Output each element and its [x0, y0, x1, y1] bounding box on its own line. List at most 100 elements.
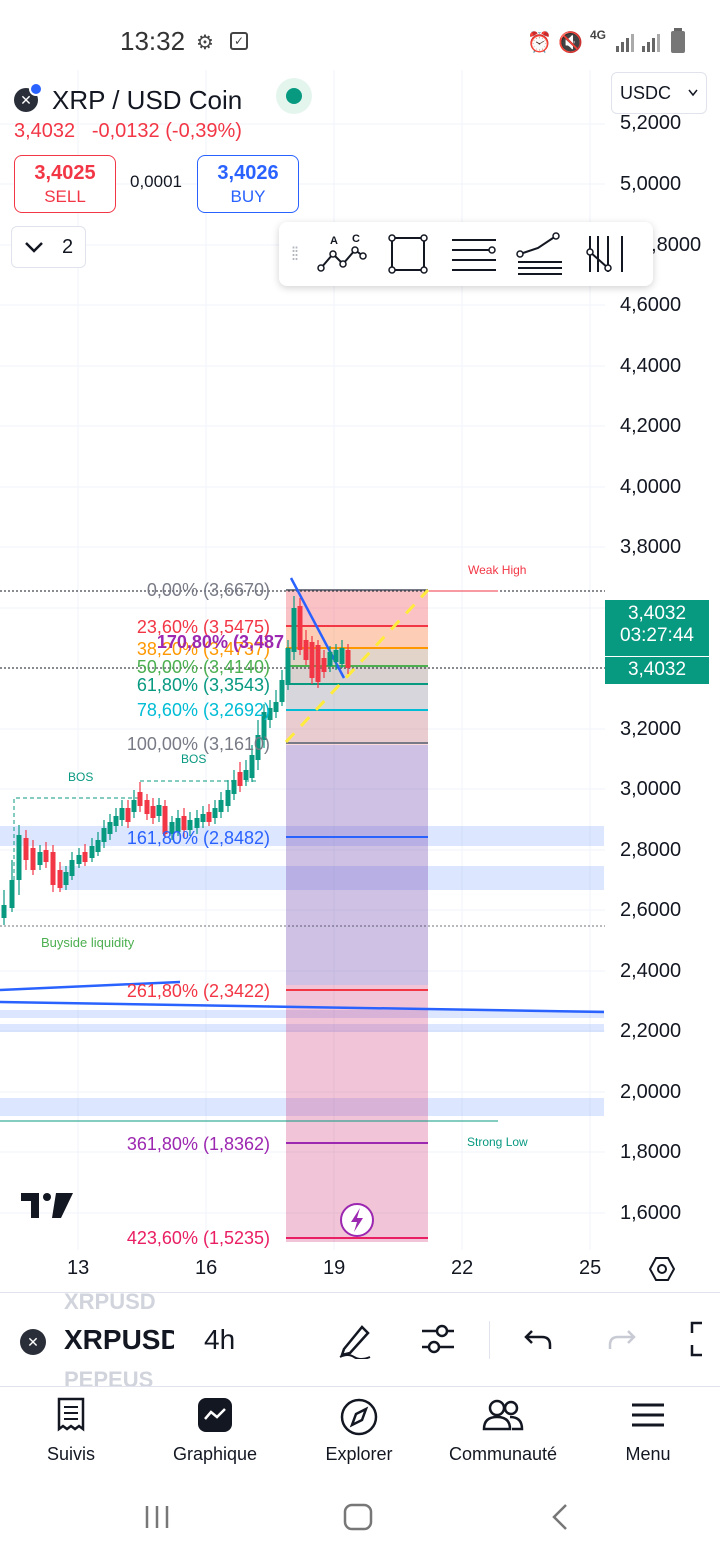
fib-label-3618: 361,80% (1,8362) [127, 1134, 270, 1154]
symbol-title[interactable]: XRP / USD Coin [52, 84, 243, 115]
fib-band-5 [286, 684, 428, 710]
price-chart[interactable]: 0,00% (3,6670) 23,60% (3,5475) 38,20% (3… [0, 70, 720, 1292]
fullscreen-icon[interactable] [688, 1321, 720, 1357]
price-axis-label: 2,2000 [620, 1020, 682, 1042]
short-position-risk-area[interactable] [286, 590, 428, 1242]
abcd-pattern-icon: A C [317, 233, 367, 272]
next-symbol[interactable]: PEPEUS [64, 1367, 154, 1387]
nav-item-communaute[interactable]: Communauté [438, 1397, 568, 1465]
alarm-icon: ⏰ [527, 32, 552, 54]
nav-item-menu[interactable]: Menu [583, 1397, 713, 1465]
chart-settings-hexagon-icon[interactable] [648, 1255, 676, 1283]
bottom-navigation[interactable]: Suivis Graphique Explorer Communauté Men… [0, 1386, 720, 1486]
candle-body [16, 835, 22, 880]
chart-icon [198, 1398, 232, 1432]
nav-item-suivis[interactable]: Suivis [6, 1397, 136, 1465]
price-axis-label: 3,0000 [620, 778, 682, 800]
candle-body [243, 770, 249, 780]
rectangle-tool[interactable] [375, 222, 441, 286]
drag-handle-icon[interactable]: ⁞⁞ [290, 243, 299, 264]
price-axis-label: 4,6000 [620, 294, 682, 316]
trend-line-2[interactable] [0, 1000, 605, 1014]
chart-area[interactable]: 0,00% (3,6670) 23,60% (3,5475) 38,20% (3… [0, 70, 720, 1292]
watchlist-icon [57, 1397, 85, 1432]
pencil-draw-icon[interactable] [336, 1319, 376, 1359]
community-icon [482, 1399, 524, 1431]
home-icon[interactable] [342, 1502, 374, 1532]
candle-body [249, 755, 255, 778]
fib-band-1 [286, 590, 428, 626]
drawing-toolbar[interactable]: ⁞⁞ A C [279, 222, 653, 286]
price-axis-label: 3,8000 [620, 536, 682, 558]
candlesticks[interactable] [1, 596, 351, 925]
fib-extension-tool[interactable] [507, 222, 573, 286]
candle-body [315, 645, 321, 682]
symbol-header[interactable]: ✕ XRP / USD Coin [14, 80, 242, 120]
compass-icon [340, 1398, 378, 1436]
chevron-down-icon [688, 89, 698, 97]
currency-select[interactable]: USDC [611, 72, 707, 114]
indicators-collapse-button[interactable]: 2 [11, 226, 86, 268]
symbol-search-button[interactable]: XRPUSD [64, 1324, 174, 1355]
candle-body [175, 818, 181, 832]
candle-body [76, 855, 82, 864]
undo-icon[interactable] [522, 1323, 554, 1355]
candle-body [1, 905, 7, 918]
candle-body [187, 820, 193, 830]
short-position-target-area-2[interactable] [286, 985, 428, 1242]
fib-label-1000: 100,00% (3,1610) [127, 734, 270, 754]
buyside-liquidity-label: Buyside liquidity [41, 935, 135, 950]
bos-line-1[interactable] [13, 797, 140, 908]
demand-zone-5[interactable] [0, 1098, 604, 1116]
sell-button[interactable]: 3,4025 SELL [14, 155, 116, 213]
fib-retracement-tool[interactable] [441, 222, 507, 286]
buy-button[interactable]: 3,4026 BUY [197, 155, 299, 213]
fib-label-1618: 161,80% (2,8482) [127, 828, 270, 848]
candle-body [95, 840, 101, 852]
chart-bottom-toolbar[interactable]: XRPUSD ✕ XRPUSD PEPEUS 4h [0, 1289, 720, 1387]
demand-zone-4[interactable] [0, 1024, 604, 1032]
prev-symbol[interactable]: XRPUSD [64, 1289, 156, 1314]
fib-label-236: 23,60% (3,5475) [137, 617, 270, 637]
candle-body [279, 680, 285, 702]
symbol-price-line: 3,4032 -0,0132 (-0,39%) [14, 120, 242, 143]
demand-zone-2[interactable] [60, 866, 604, 890]
candle-body [150, 806, 156, 818]
xrp-logo-icon: ✕ [14, 82, 43, 112]
market-open-indicator [276, 78, 312, 114]
fib-time-zone-tool[interactable] [573, 222, 639, 286]
fib-band-6 [286, 710, 428, 743]
price-axis-label: 2,0000 [620, 1081, 682, 1103]
candle-body [267, 708, 273, 720]
redo-icon[interactable] [606, 1323, 638, 1355]
nav-item-graphique[interactable]: Graphique [150, 1397, 280, 1465]
price-axis-label: 1,8000 [620, 1141, 682, 1163]
candle-body [212, 808, 218, 818]
interval-button[interactable]: 4h [204, 1324, 236, 1355]
signal-icon [616, 34, 660, 52]
nav-item-explorer[interactable]: Explorer [294, 1397, 424, 1465]
abcd-pattern-tool[interactable]: A C [309, 222, 375, 286]
short-position-target-area[interactable] [286, 745, 428, 985]
spread-value: 0,0001 [130, 172, 182, 191]
candle-body [255, 735, 261, 760]
fib-label-618: 61,80% (3,3543) [137, 675, 270, 695]
battery-icon [671, 28, 685, 53]
fib-label-4236: 423,60% (1,5235) [127, 1228, 270, 1248]
lightning-button[interactable] [340, 1203, 374, 1237]
candle-body [339, 648, 345, 664]
price-axis-label: 4,0000 [620, 476, 682, 498]
buy-label: BUY [230, 187, 266, 206]
recent-apps-icon[interactable] [142, 1502, 172, 1532]
trend-line-1[interactable] [0, 980, 181, 992]
indicator-settings-icon[interactable] [418, 1319, 458, 1359]
nav-label: Communauté [448, 1444, 558, 1464]
back-icon[interactable] [548, 1502, 572, 1532]
currency-value: USDC [620, 82, 672, 103]
date-axis-label: 22 [451, 1257, 474, 1279]
candle-body [321, 658, 327, 672]
fib-label-382: 38,20% (3,4737) [137, 639, 270, 659]
nav-label: Suivis [46, 1444, 95, 1464]
demand-zone-3[interactable] [0, 1010, 604, 1018]
system-navigation-bar[interactable] [0, 1486, 720, 1560]
